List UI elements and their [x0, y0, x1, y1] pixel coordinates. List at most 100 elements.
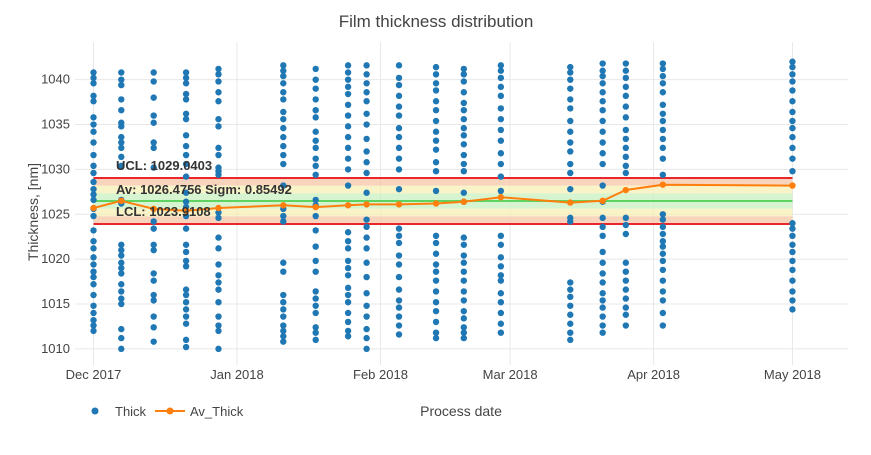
thick-point [395, 297, 403, 304]
thick-point [363, 334, 370, 342]
thick-point [599, 106, 606, 114]
thick-point [622, 286, 630, 293]
thick-point [182, 286, 190, 293]
thick-point [280, 291, 287, 299]
thick-point [460, 115, 468, 123]
thick-point [432, 117, 440, 125]
thick-point [182, 160, 190, 168]
thick-point [567, 105, 574, 112]
thick-point [215, 322, 222, 329]
thick-point [215, 65, 222, 73]
thick-point [659, 144, 667, 152]
thick-point [344, 309, 352, 317]
thick-point [789, 225, 796, 232]
thick-point [659, 117, 667, 125]
thick-point [432, 168, 440, 175]
thick-point [622, 322, 630, 329]
average-label: Av: 1026.4756 Sigm: 0.85492 [116, 182, 292, 197]
y-tick-label: 1010 [41, 341, 70, 356]
thick-point [567, 286, 574, 293]
thick-point [622, 169, 630, 177]
thick-point [659, 60, 667, 67]
thick-point [460, 151, 468, 159]
thick-point [280, 72, 287, 80]
thick-point [432, 250, 440, 257]
thick-point [460, 277, 468, 284]
thick-point [395, 185, 403, 193]
thick-point [215, 279, 222, 286]
thick-point [460, 71, 468, 78]
thick-point [567, 218, 574, 225]
thick-point [567, 139, 574, 146]
thick-point [789, 266, 796, 274]
thick-point [497, 150, 505, 157]
thick-point [90, 273, 97, 281]
legend[interactable]: Thick Av_Thick [91, 404, 244, 419]
thick-point [599, 297, 606, 304]
ucl-label: UCL: 1029.0403 [116, 158, 212, 173]
thick-point [622, 268, 630, 275]
thick-point [312, 336, 319, 344]
thick-point [118, 325, 125, 333]
thick-point [497, 137, 505, 144]
thick-point [363, 234, 370, 241]
thick-point [90, 196, 97, 204]
thick-point [432, 318, 440, 326]
thick-point [312, 196, 319, 204]
thick-point [460, 189, 468, 196]
thick-point [182, 115, 190, 123]
thick-point [395, 124, 403, 132]
thick-point [395, 62, 403, 69]
thick-point [90, 80, 97, 87]
thick-point [150, 324, 157, 331]
thick-point [280, 298, 287, 306]
lower-middle-band [93, 208, 793, 217]
thick-point [567, 160, 574, 168]
lower-outer-band [93, 216, 793, 225]
legend-av-thick-label: Av_Thick [190, 404, 244, 419]
thick-point [460, 268, 468, 275]
thick-point [215, 123, 222, 130]
thick-point [789, 288, 796, 295]
thick-point [622, 114, 630, 121]
thick-point [344, 90, 352, 98]
thick-point [567, 185, 574, 193]
thick-point [659, 288, 667, 295]
thick-point [567, 76, 574, 83]
thick-point [622, 230, 630, 238]
thick-point [395, 112, 403, 119]
legend-item-thick[interactable]: Thick [91, 404, 147, 419]
thick-point [567, 69, 574, 76]
av-thick-point [460, 198, 468, 205]
thick-point [118, 106, 125, 114]
x-tick-label: Dec 2017 [66, 367, 122, 382]
thick-point [363, 345, 370, 353]
thick-point [395, 261, 403, 268]
thick-point [182, 69, 190, 76]
thick-point [312, 144, 319, 152]
thick-point [567, 320, 574, 327]
thick-point [622, 135, 630, 143]
thick-point [497, 173, 505, 180]
thick-point [460, 234, 468, 241]
thick-point [789, 277, 796, 284]
thick-point [395, 304, 403, 311]
thick-point [659, 155, 667, 162]
thick-point [599, 322, 606, 329]
thick-point [567, 85, 574, 92]
thick-point [622, 153, 630, 161]
thick-point [432, 277, 440, 284]
thick-point [622, 92, 630, 100]
av-thick-point [789, 182, 796, 189]
thick-point [622, 221, 630, 229]
legend-item-av-thick[interactable]: Av_Thick [155, 404, 244, 419]
thick-point [789, 98, 796, 105]
thick-point [395, 144, 403, 152]
thick-point [622, 304, 630, 311]
thick-point [182, 241, 190, 248]
thick-point [118, 246, 125, 254]
thick-point [567, 311, 574, 318]
thick-point [118, 345, 125, 353]
thick-point [789, 168, 796, 175]
av-thick-point [90, 204, 97, 212]
